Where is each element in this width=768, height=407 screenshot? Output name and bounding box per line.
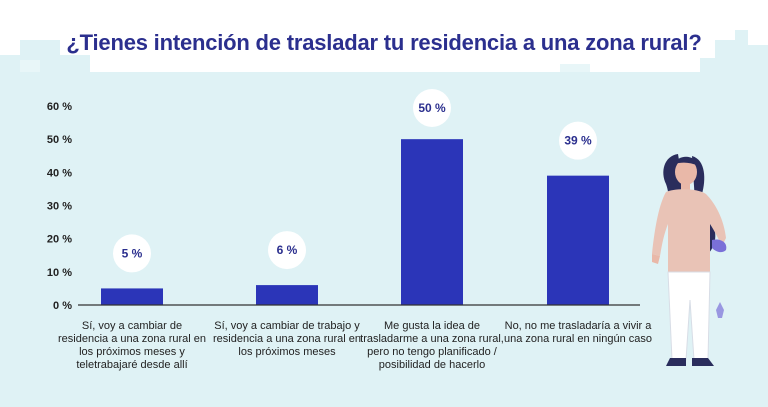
data-label: 50 % [418,101,446,115]
woman-illustration-icon [652,154,727,366]
data-label-bubble [113,234,151,273]
x-category-label: Sí, voy a cambiar de residencia a una zo… [58,320,206,371]
x-category-label: Sí, voy a cambiar de trabajo y residenci… [213,320,361,358]
y-tick-label: 60 % [47,101,72,113]
y-tick-label: 40 % [47,167,72,179]
y-tick-label: 20 % [47,234,72,246]
data-label: 6 % [277,243,298,257]
bar [256,285,318,305]
y-tick-label: 50 % [47,134,72,146]
data-label-bubble [268,231,306,270]
bar [547,175,609,305]
bar [101,288,163,305]
y-tick-label: 10 % [47,267,72,279]
chart-title: ¿Tienes intención de trasladar tu reside… [66,30,702,55]
x-category-label: No, no me trasladaría a vivir a una zona… [504,320,652,345]
data-label: 39 % [564,134,592,148]
y-tick-label: 30 % [47,201,72,213]
data-label-bubble [559,121,597,160]
y-tick-label: 0 % [53,300,72,312]
x-category-label: Me gusta la idea de trasladarme a una zo… [360,320,504,371]
bar [401,139,463,305]
data-label: 5 % [122,246,143,260]
data-label-bubble [413,89,451,127]
